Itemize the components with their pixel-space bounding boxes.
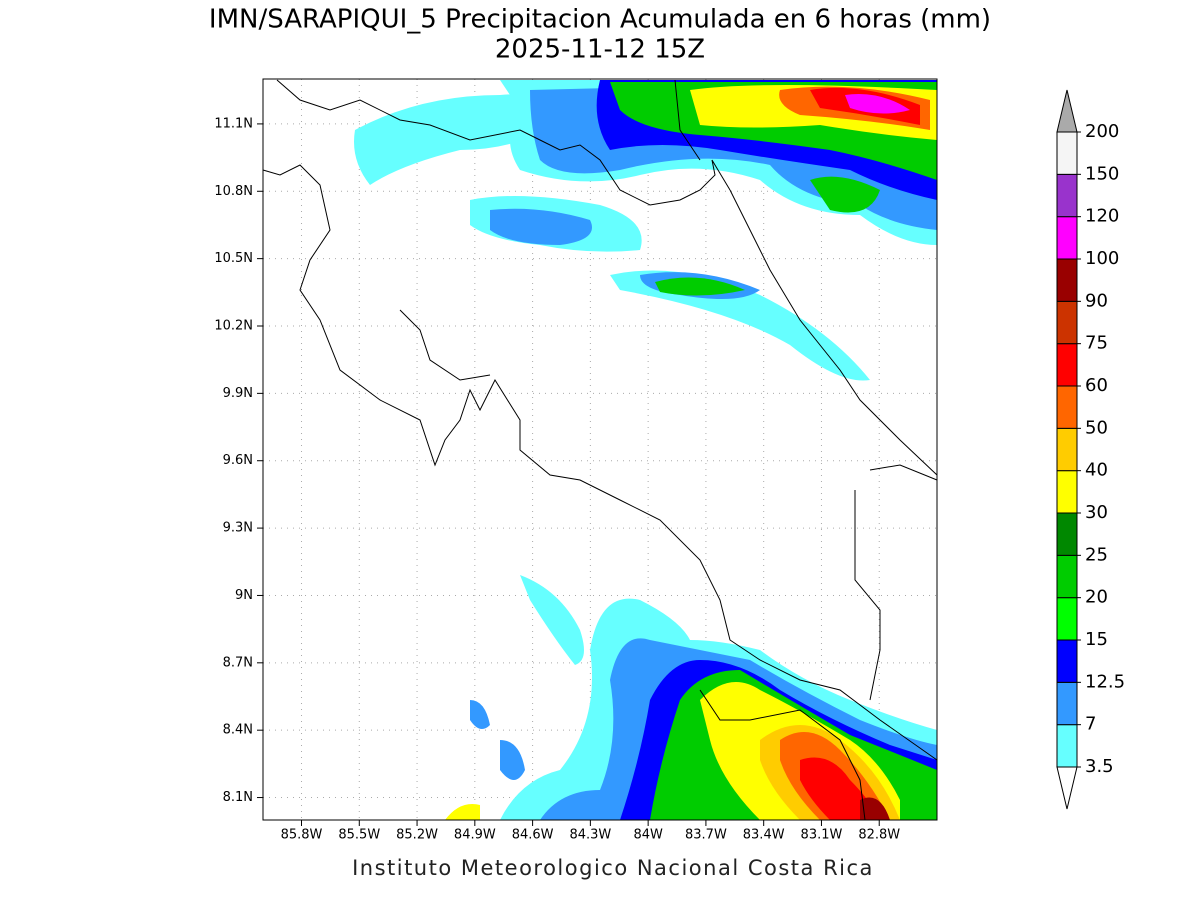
colorbar-label: 12.5 [1085, 671, 1125, 692]
colorbar-label: 60 [1085, 375, 1108, 396]
x-tick-label: 85.8W [281, 828, 323, 843]
footer: Instituto Meteorologico Nacional Costa R… [352, 856, 874, 880]
y-tick-label: 10.2N [214, 319, 253, 334]
x-tick-label: 84.9W [454, 828, 496, 843]
y-tick-label: 8.1N [223, 790, 253, 805]
x-tick-label: 82.8W [858, 828, 900, 843]
y-tick-label: 11.1N [214, 116, 253, 131]
title: IMN/SARAPIQUI_5 Precipitacion Acumulada … [209, 5, 991, 35]
colorbar-label: 40 [1085, 460, 1108, 481]
colorbar-label: 75 [1085, 333, 1108, 354]
y-tick-label: 9.6N [223, 453, 253, 468]
colorbar-box [1056, 343, 1078, 387]
colorbar-box [1056, 385, 1078, 429]
colorbar-box [1056, 597, 1078, 641]
colorbar-label: 3.5 [1085, 756, 1114, 777]
x-tick-label: 83.1W [801, 828, 843, 843]
y-tick-label: 10.8N [214, 184, 253, 199]
x-tick-label: 85.5W [338, 828, 380, 843]
colorbar-box [1056, 681, 1078, 726]
colorbar-box [1056, 554, 1078, 599]
colorbar-box [1056, 470, 1078, 514]
colorbar-box [1056, 173, 1078, 218]
x-tick-label: 83.7W [685, 828, 727, 843]
colorbar-label: 200 [1085, 121, 1119, 142]
colorbar-label: 7 [1085, 714, 1096, 735]
x-tick-label: 85.2W [396, 828, 438, 843]
colorbar-label: 25 [1085, 544, 1108, 565]
colorbar-label: 50 [1085, 417, 1108, 438]
precipitation-field [354, 80, 937, 820]
colorbar-label: 120 [1085, 206, 1119, 227]
axes: 85.8W 85.5W 85.2W 84.9W 84.6W 84.3W 84W 83.7W 83… [214, 116, 900, 842]
colorbar-box [1056, 427, 1078, 472]
y-tick-label: 8.7N [223, 655, 253, 670]
colorbar-box [1056, 258, 1078, 302]
y-tick-label: 9N [235, 588, 253, 603]
x-tick-label: 83.4W [743, 828, 785, 843]
plot-frame [262, 78, 938, 821]
y-tick-label: 9.3N [223, 521, 253, 536]
colorbar-box [1056, 639, 1078, 683]
colorbar-label: 90 [1085, 290, 1108, 311]
colorbar-box [1056, 216, 1078, 260]
colorbar-box [1056, 300, 1078, 345]
colorbar-label: 100 [1085, 248, 1119, 269]
colorbar: 3.5 7 12.5 15 20 25 30 40 50 60 75 90 100 120 150 200 [1056, 89, 1125, 810]
colorbar-box [1056, 131, 1078, 175]
colorbar-label: 150 [1085, 163, 1119, 184]
colorbar-box [1056, 512, 1078, 556]
colorbar-over [1056, 89, 1078, 133]
y-tick-label: 9.9N [223, 386, 253, 401]
y-tick-label: 10.5N [214, 251, 253, 266]
colorbar-label: 15 [1085, 629, 1108, 650]
coastline [262, 79, 938, 821]
x-tick-label: 84.3W [569, 828, 611, 843]
x-tick-label: 84W [633, 828, 663, 843]
x-tick-label: 84.6W [512, 828, 554, 843]
y-tick-label: 8.4N [223, 723, 253, 738]
colorbar-box [1056, 724, 1078, 768]
subtitle: 2025-11-12 15Z [495, 35, 705, 65]
colorbar-label: 30 [1085, 502, 1108, 523]
colorbar-under [1056, 766, 1078, 810]
colorbar-label: 20 [1085, 587, 1108, 608]
